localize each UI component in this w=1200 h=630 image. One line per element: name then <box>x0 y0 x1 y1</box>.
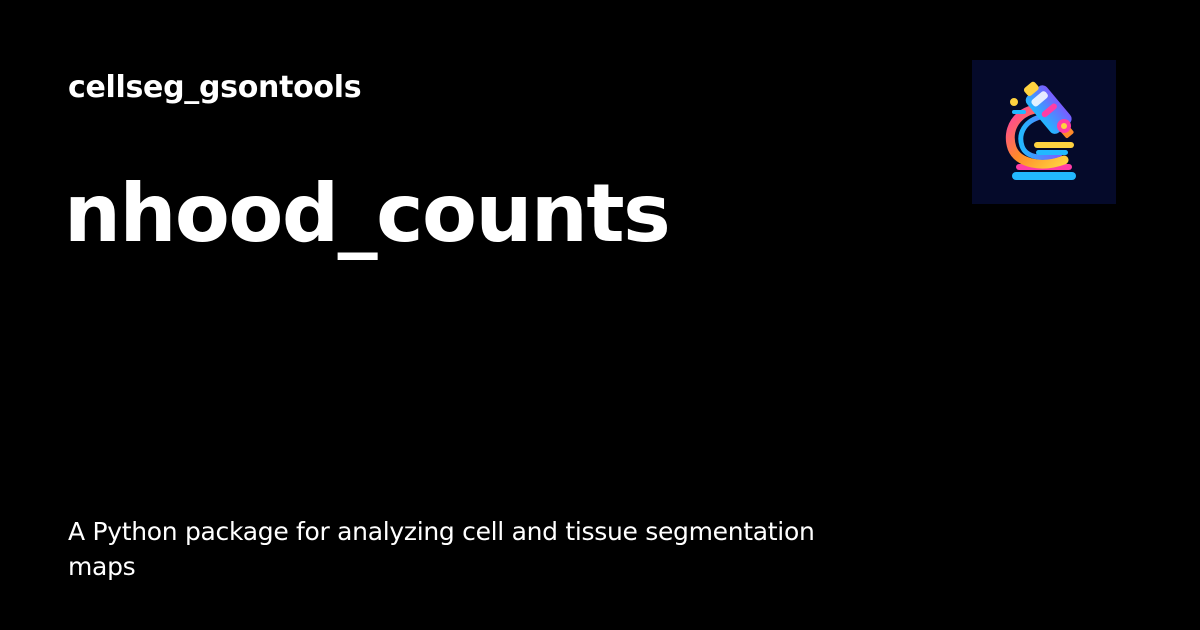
page-title: nhood_counts <box>64 167 671 260</box>
page-description: A Python package for analyzing cell and … <box>68 517 815 581</box>
microscope-icon <box>1005 81 1076 180</box>
logo <box>972 60 1116 204</box>
site-name: cellseg_gsontools <box>68 70 362 105</box>
